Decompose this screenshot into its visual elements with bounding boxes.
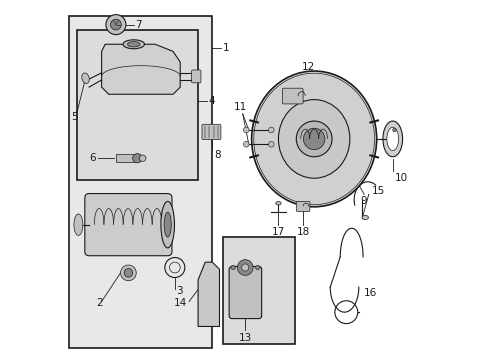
FancyBboxPatch shape <box>229 266 261 319</box>
Ellipse shape <box>253 73 374 204</box>
Text: 14: 14 <box>174 298 187 308</box>
Ellipse shape <box>251 71 376 207</box>
Bar <box>77 30 198 180</box>
Circle shape <box>241 264 248 271</box>
Text: 16: 16 <box>364 288 377 297</box>
Ellipse shape <box>275 202 281 205</box>
Text: 12: 12 <box>301 62 314 72</box>
Circle shape <box>237 260 253 275</box>
Circle shape <box>230 265 235 270</box>
Text: 2: 2 <box>96 298 103 308</box>
Text: 7: 7 <box>135 19 142 30</box>
Text: 8: 8 <box>214 150 220 159</box>
Text: 18: 18 <box>296 227 309 237</box>
Circle shape <box>124 269 132 277</box>
FancyBboxPatch shape <box>282 88 303 104</box>
Text: 10: 10 <box>394 173 407 183</box>
Text: 6: 6 <box>89 153 96 163</box>
Ellipse shape <box>361 215 367 220</box>
Circle shape <box>243 127 248 133</box>
Bar <box>223 237 294 344</box>
FancyBboxPatch shape <box>202 124 221 140</box>
Text: 3: 3 <box>176 286 183 296</box>
Text: 11: 11 <box>234 102 247 112</box>
Ellipse shape <box>74 214 82 235</box>
FancyBboxPatch shape <box>84 194 172 256</box>
Polygon shape <box>102 44 180 94</box>
Polygon shape <box>198 262 219 327</box>
Circle shape <box>268 127 274 133</box>
Ellipse shape <box>161 202 174 248</box>
Text: 15: 15 <box>370 186 384 196</box>
Circle shape <box>132 154 142 163</box>
Text: 13: 13 <box>238 333 251 343</box>
Ellipse shape <box>123 40 144 49</box>
Circle shape <box>303 128 324 150</box>
Circle shape <box>268 141 274 147</box>
Ellipse shape <box>81 73 89 84</box>
FancyBboxPatch shape <box>296 202 309 211</box>
Circle shape <box>110 19 121 30</box>
Ellipse shape <box>386 127 398 150</box>
Bar <box>69 16 212 348</box>
Circle shape <box>106 15 125 35</box>
Ellipse shape <box>127 41 140 47</box>
Ellipse shape <box>278 100 349 178</box>
Text: 17: 17 <box>271 227 285 237</box>
Text: 4: 4 <box>208 96 215 107</box>
Ellipse shape <box>296 121 331 157</box>
Text: 1: 1 <box>223 43 229 53</box>
Text: 9: 9 <box>360 196 366 206</box>
Ellipse shape <box>164 212 171 237</box>
FancyBboxPatch shape <box>191 70 201 83</box>
Ellipse shape <box>382 121 402 157</box>
Bar <box>116 154 134 162</box>
Circle shape <box>392 128 395 132</box>
Text: 5: 5 <box>71 112 78 122</box>
Circle shape <box>121 265 136 281</box>
Circle shape <box>255 265 259 270</box>
Circle shape <box>139 155 145 161</box>
Circle shape <box>243 141 248 147</box>
